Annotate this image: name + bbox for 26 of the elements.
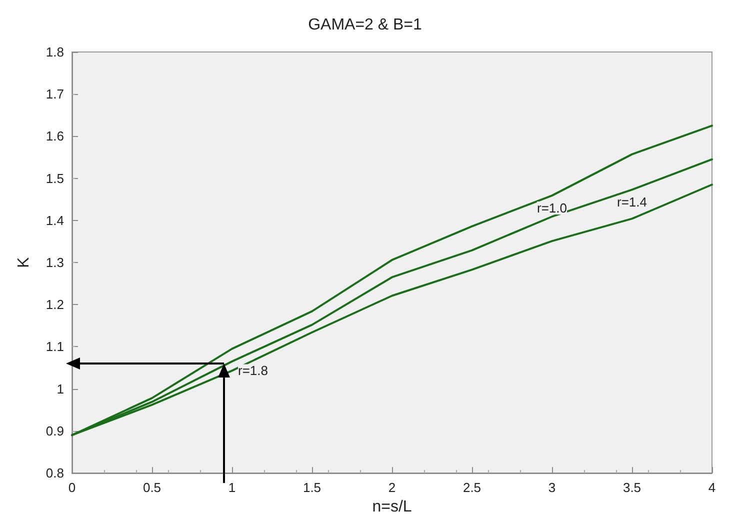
y-tick-label: 1.8 <box>46 44 64 60</box>
series-label: r=1.4 <box>617 194 647 210</box>
series-label: r=1.8 <box>238 363 268 378</box>
x-tick-label: 4 <box>708 480 716 495</box>
y-tick-label: 0.9 <box>46 423 64 438</box>
x-tick-label: 3.5 <box>622 480 642 495</box>
x-tick-label: 3 <box>548 480 556 495</box>
chart-title: GAMA=2 & B=1 <box>308 16 422 34</box>
x-tick-label: 0.5 <box>142 480 162 495</box>
y-tick-label: 1.6 <box>46 128 64 144</box>
x-tick-label: 0 <box>68 480 76 495</box>
y-tick-label: 1.1 <box>46 339 64 354</box>
y-tick-label: 1.7 <box>46 86 64 102</box>
x-tick-label: 1.5 <box>302 480 322 495</box>
y-tick-label: 1.4 <box>46 212 64 228</box>
y-tick-label: 0.8 <box>46 466 64 480</box>
x-axis-title: n=s/L <box>372 498 412 516</box>
y-axis-title: K <box>16 256 32 268</box>
y-tick-label: 1.3 <box>46 255 64 270</box>
y-tick-label: 1.5 <box>46 170 64 186</box>
x-tick-label: 2.5 <box>462 480 482 495</box>
series-label: r=1.0 <box>537 200 567 216</box>
x-tick-label: 2 <box>388 480 396 495</box>
y-tick-label: 1 <box>56 381 64 396</box>
x-tick-label: 1 <box>228 480 236 495</box>
y-tick-label: 1.2 <box>46 297 64 312</box>
